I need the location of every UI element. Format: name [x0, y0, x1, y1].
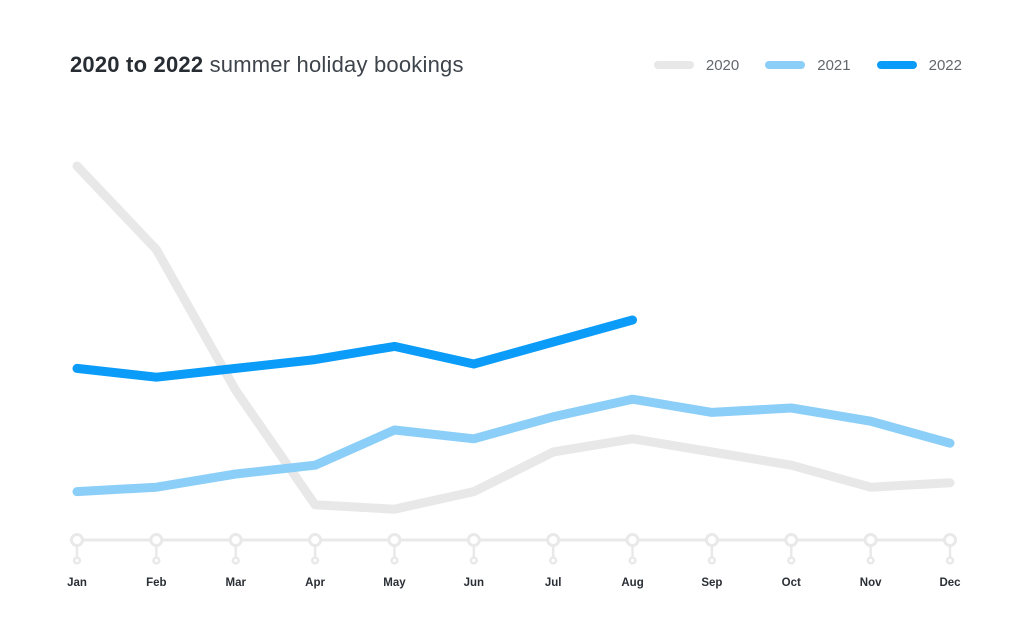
legend-item-2020: 2020 [653, 56, 740, 74]
axis-subdot-May [390, 556, 399, 565]
x-axis-label-Apr: Apr [305, 577, 325, 589]
axis-marker-Oct [784, 533, 799, 547]
axis-marker-Sep [704, 533, 719, 547]
axis-subdot-Feb [152, 556, 161, 565]
axis-subdot-Apr [310, 556, 320, 565]
x-axis-label-Oct: Oct [782, 577, 801, 589]
legend-label-2022: 2022 [928, 56, 962, 74]
x-axis-label-Jan: Jan [67, 577, 87, 589]
axis-marker-Apr [308, 533, 323, 547]
chart-title-subject: summer holiday bookings [209, 52, 464, 77]
axis-marker-Jan [70, 533, 84, 547]
x-axis-label-Aug: Aug [621, 577, 643, 589]
axis-subdot-Jul [549, 556, 558, 565]
axis-marker-Feb [149, 533, 164, 547]
axis-subdot-Sep [707, 556, 717, 565]
axis-marker-Jun [466, 533, 481, 547]
chart-legend: 2020 2021 2022 [653, 56, 962, 74]
legend-item-2021: 2021 [765, 56, 851, 74]
chart-header: 2020 to 2022 summer holiday bookings 202… [70, 52, 962, 78]
x-axis-label-Sep: Sep [701, 577, 722, 589]
legend-swatch-2020 [653, 61, 694, 69]
axis-subdot-Jan [72, 556, 82, 565]
x-axis-label-Dec: Dec [939, 577, 961, 589]
axis-marker-Nov [863, 533, 878, 547]
axis-marker-Aug [625, 533, 640, 547]
series-line-2021 [72, 394, 955, 497]
legend-swatch-2021 [765, 61, 806, 69]
legend-label-2021: 2021 [817, 56, 851, 74]
x-axis-label-Feb: Feb [146, 577, 166, 589]
legend-item-2022: 2022 [876, 56, 962, 74]
x-axis-label-May: May [383, 577, 406, 589]
axis-marker-May [387, 533, 402, 547]
x-axis-label-Nov: Nov [860, 577, 882, 589]
x-axis-label-Mar: Mar [226, 577, 247, 589]
axis-marker-Dec [943, 533, 957, 547]
legend-swatch-2022 [876, 61, 917, 69]
axis-subdot-Jun [469, 556, 478, 565]
axis-subdot-Dec [945, 556, 955, 565]
axis-marker-Jul [546, 533, 561, 547]
axis-marker-Mar [228, 533, 243, 547]
series-line-2020 [72, 161, 955, 514]
chart-title: 2020 to 2022 summer holiday bookings [70, 52, 464, 78]
x-axis-label-Jun: Jun [464, 577, 484, 589]
series-line-2022 [72, 315, 637, 382]
chart-title-years: 2020 to 2022 [70, 52, 204, 77]
x-axis-label-Jul: Jul [545, 577, 562, 589]
axis-subdot-Nov [866, 556, 875, 565]
legend-label-2020: 2020 [705, 56, 740, 74]
axis-subdot-Oct [787, 556, 796, 565]
axis-subdot-Aug [628, 556, 637, 565]
axis-subdot-Mar [231, 556, 240, 565]
